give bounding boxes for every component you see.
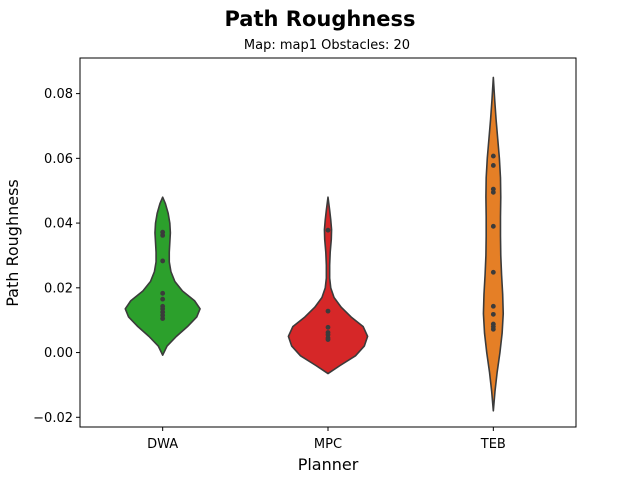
data-point: [160, 316, 166, 321]
x-axis-ticks: DWA MPC TEB: [147, 427, 506, 452]
data-point: [490, 303, 496, 309]
y-tick-label: 0.02: [44, 281, 73, 296]
data-point: [325, 227, 331, 233]
y-tick-label: −0.02: [33, 411, 73, 426]
violin-mpc: [287, 196, 369, 375]
data-point: [490, 326, 496, 332]
data-point: [325, 308, 331, 314]
data-point: [325, 337, 331, 343]
data-point: [325, 324, 331, 330]
data-point: [490, 223, 496, 229]
x-tick-label: DWA: [147, 437, 178, 452]
y-tick-label: 0.00: [44, 346, 73, 361]
data-point: [490, 189, 496, 195]
x-tick-label: TEB: [480, 437, 506, 452]
data-point: [490, 311, 496, 317]
y-tick-label: 0.08: [44, 87, 73, 102]
data-point: [160, 232, 166, 238]
data-point: [160, 290, 166, 296]
data-point: [490, 163, 496, 168]
data-point: [490, 269, 496, 275]
chart-subtitle: Map: map1 Obstacles: 20: [244, 38, 410, 53]
y-tick-label: 0.06: [44, 152, 73, 167]
data-point: [160, 258, 166, 264]
plot-frame: [79, 57, 577, 428]
y-tick-label: 0.04: [44, 217, 73, 232]
chart-title: Path Roughness: [224, 7, 415, 31]
x-axis-label: Planner: [298, 455, 359, 474]
data-point: [160, 296, 166, 302]
violin-teb: [482, 76, 505, 412]
violin-dwa: [124, 196, 201, 356]
violins-layer: [124, 76, 505, 412]
y-axis-ticks: −0.02 0.00 0.02 0.04 0.06 0.08: [33, 87, 80, 426]
data-point: [490, 153, 496, 159]
y-axis-label: Path Roughness: [3, 179, 22, 307]
x-tick-label: MPC: [314, 437, 342, 452]
